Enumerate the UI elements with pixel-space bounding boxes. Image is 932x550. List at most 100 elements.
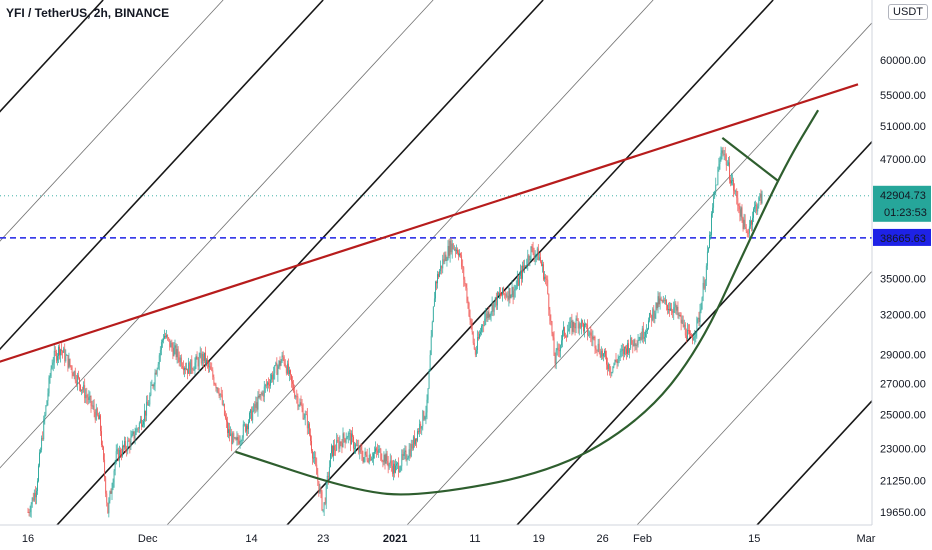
candle-body xyxy=(465,283,467,289)
y-tick-label: 32000.00 xyxy=(880,310,926,322)
candle-body xyxy=(45,406,47,415)
candle-body xyxy=(504,293,506,295)
candle-body xyxy=(192,369,194,371)
candle-body xyxy=(53,350,55,363)
candle-body xyxy=(376,448,377,451)
candle-body xyxy=(646,331,647,332)
currency-badge[interactable]: USDT xyxy=(888,4,928,20)
candle-body xyxy=(322,509,324,511)
candle-body xyxy=(630,337,632,349)
candle-body xyxy=(85,394,87,399)
candle-body xyxy=(261,392,263,395)
candle-body xyxy=(429,355,431,371)
candle-body xyxy=(681,319,683,324)
candle-body xyxy=(523,265,524,268)
candle-body xyxy=(545,276,547,279)
candle-body xyxy=(218,392,220,396)
candle-body xyxy=(580,320,582,328)
candle-body xyxy=(305,414,307,415)
candle-body xyxy=(339,441,341,449)
candle-body xyxy=(634,339,636,346)
candle-body xyxy=(503,287,505,294)
candle-body xyxy=(342,433,344,448)
candle-body xyxy=(724,153,726,155)
candle-body xyxy=(640,336,642,340)
candle-body xyxy=(538,257,540,261)
candle-body xyxy=(546,278,548,280)
candle-body xyxy=(364,451,366,458)
candle-body xyxy=(160,342,162,350)
candle-body xyxy=(412,436,414,449)
candle-body xyxy=(82,389,83,391)
candle-body xyxy=(507,295,509,300)
candle-body xyxy=(381,459,383,462)
candle-body xyxy=(219,393,221,396)
candle-body xyxy=(549,309,551,321)
candle-body xyxy=(33,492,35,501)
candle-body xyxy=(723,153,725,155)
candle-body xyxy=(100,415,101,432)
candle-body xyxy=(334,445,335,451)
candle-body xyxy=(116,449,118,452)
candle-body xyxy=(618,356,620,359)
candle-body xyxy=(706,251,708,266)
candle-body xyxy=(417,431,418,441)
candle-body xyxy=(422,411,424,427)
candle-body xyxy=(441,265,443,269)
candle-body xyxy=(548,293,550,310)
candle-body xyxy=(579,323,581,328)
candle-body xyxy=(162,340,163,343)
x-tick-label: 26 xyxy=(597,533,609,545)
candle-body xyxy=(629,348,631,353)
candle-body xyxy=(69,358,71,366)
candle-body xyxy=(128,440,130,442)
candle-body xyxy=(146,401,148,416)
candle-body xyxy=(733,180,734,191)
candle-body xyxy=(319,488,321,493)
candle-body xyxy=(600,350,602,358)
candle-body xyxy=(615,359,617,362)
candle-body xyxy=(743,219,745,230)
candle-body xyxy=(513,290,515,298)
candle-body xyxy=(81,389,82,391)
candle-body xyxy=(136,428,138,430)
candle-body xyxy=(391,465,393,474)
candle-body xyxy=(377,450,379,453)
candle-body xyxy=(525,265,527,267)
candle-body xyxy=(347,433,349,438)
candle-body xyxy=(726,164,728,166)
candle-body xyxy=(223,404,225,416)
candle-body xyxy=(313,457,314,459)
candle-body xyxy=(212,370,214,378)
candle-body xyxy=(48,377,50,394)
candle-body xyxy=(711,213,712,235)
candle-body xyxy=(394,463,395,473)
candle-body xyxy=(616,361,618,364)
candle-body xyxy=(603,353,604,357)
candle-body xyxy=(113,470,115,483)
candle-body xyxy=(435,281,436,299)
candle-body xyxy=(341,443,343,448)
candle-body xyxy=(233,433,235,438)
candle-body xyxy=(123,445,124,448)
candle-body xyxy=(95,408,97,420)
candle-body xyxy=(107,502,109,514)
candle-body xyxy=(663,299,665,302)
candle-body xyxy=(244,424,246,432)
candle-body xyxy=(247,425,248,430)
candle-body xyxy=(60,349,61,356)
candle-body xyxy=(150,385,152,396)
candle-body xyxy=(173,347,175,357)
candle-body xyxy=(280,361,282,366)
candle-body xyxy=(742,218,744,230)
candle-body xyxy=(323,502,325,510)
candle-body xyxy=(380,448,382,460)
candle-body xyxy=(589,332,591,335)
candle-body xyxy=(293,383,295,392)
candle-body xyxy=(750,220,751,227)
candle-body xyxy=(302,407,304,419)
candle-body xyxy=(475,349,477,355)
candle-body xyxy=(684,324,686,336)
candle-body xyxy=(139,419,141,423)
